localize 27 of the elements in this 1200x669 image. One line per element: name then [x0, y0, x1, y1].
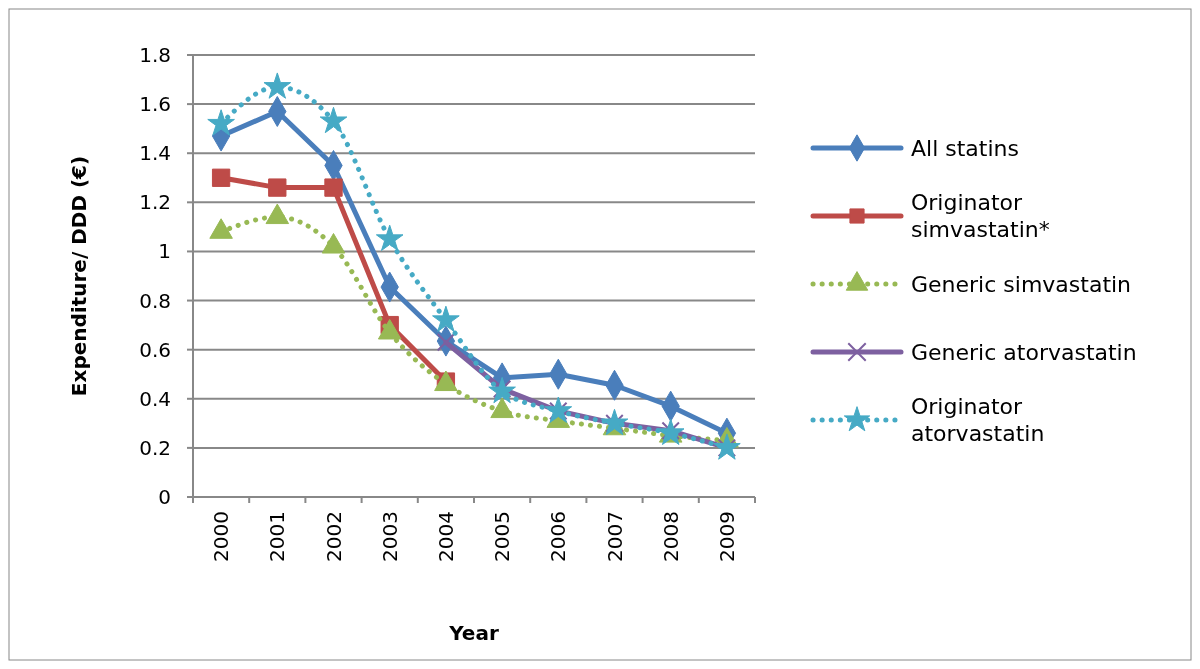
legend-label: Originator simvastatin* [911, 189, 1050, 243]
x-tick-label: 2009 [714, 511, 739, 562]
x-axis-title: Year [448, 621, 499, 645]
x-tick-label: 2004 [433, 511, 458, 562]
x-tick-label: 2003 [377, 511, 402, 562]
x-tick-label: 2002 [321, 511, 346, 562]
x-tick-label: 2005 [490, 511, 515, 562]
y-tick-label: 0.8 [139, 288, 171, 313]
legend-label: Generic atorvastatin [911, 339, 1137, 365]
y-tick-label: 0.2 [139, 435, 171, 460]
y-tick-label: 1.6 [139, 92, 171, 117]
y-tick-label: 1.2 [139, 190, 171, 215]
x-tick-label: 2006 [546, 511, 571, 562]
y-tick-label: 0 [158, 485, 171, 509]
x-tick-label: 2000 [209, 511, 234, 562]
x-tick-label: 2008 [658, 511, 683, 562]
y-tick-label: 1.8 [139, 43, 171, 67]
legend-label: Generic simvastatin [911, 271, 1132, 297]
y-tick-label: 0.6 [139, 337, 171, 362]
x-tick-label: 2007 [602, 511, 627, 562]
x-tick-label: 2001 [265, 511, 290, 562]
y-tick-label: 1 [158, 239, 171, 264]
legend-label: All statins [911, 135, 1019, 161]
y-axis-title: Expenditure/ DDD (€) [67, 155, 91, 397]
legend-label: Originator atorvastatin [911, 393, 1045, 447]
y-tick-label: 1.4 [139, 141, 171, 166]
y-tick-label: 0.4 [139, 386, 171, 411]
